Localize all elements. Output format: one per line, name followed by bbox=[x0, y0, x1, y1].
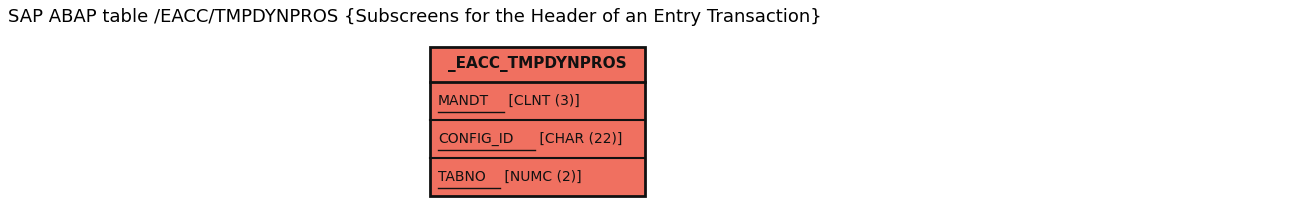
Text: [NUMC (2)]: [NUMC (2)] bbox=[500, 170, 581, 184]
Text: [CHAR (22)]: [CHAR (22)] bbox=[536, 132, 622, 146]
Text: [CLNT (3)]: [CLNT (3)] bbox=[503, 94, 580, 108]
Text: CONFIG_ID: CONFIG_ID bbox=[438, 132, 514, 146]
Text: SAP ABAP table /EACC/TMPDYNPROS {Subscreens for the Header of an Entry Transacti: SAP ABAP table /EACC/TMPDYNPROS {Subscre… bbox=[8, 8, 821, 26]
Text: TABNO: TABNO bbox=[438, 170, 485, 184]
Text: _EACC_TMPDYNPROS: _EACC_TMPDYNPROS bbox=[448, 57, 627, 72]
Text: MANDT: MANDT bbox=[438, 94, 489, 108]
Bar bbox=[430, 47, 646, 196]
